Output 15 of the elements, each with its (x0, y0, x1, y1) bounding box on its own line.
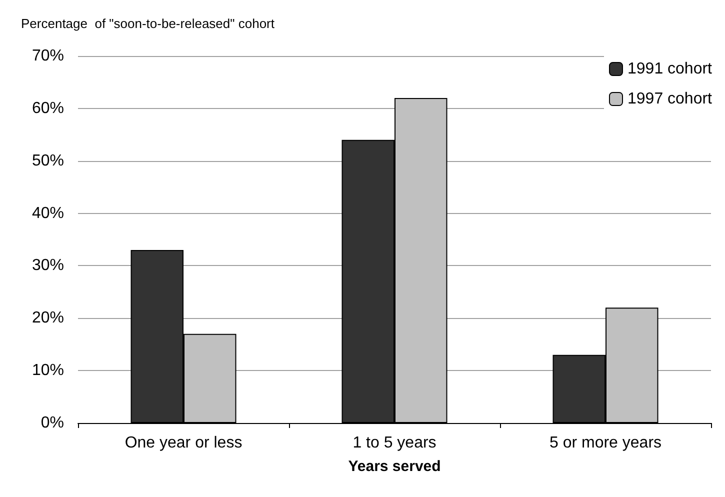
y-tick-label: 60% (32, 100, 64, 117)
legend-label: 1991 cohort (627, 60, 713, 78)
y-tick-label: 50% (32, 152, 64, 170)
y-axis-title: Percentage of "soon-to-be-released" cohort (21, 16, 275, 31)
y-tick-label: 20% (32, 310, 64, 327)
x-tick-label: 5 or more years (549, 434, 662, 452)
y-tick-label: 30% (32, 257, 64, 274)
y-tick-label: 40% (32, 204, 64, 222)
x-axis-title: Years served (348, 458, 441, 475)
x-tick-label: One year or less (124, 434, 242, 452)
y-tick-label: 0% (40, 414, 64, 432)
y-tick-label: 70% (32, 48, 64, 64)
x-tick-label: 1 to 5 years (352, 434, 436, 452)
y-tick-label: 10% (32, 362, 64, 380)
legend-label: 1997 cohort (627, 90, 713, 108)
